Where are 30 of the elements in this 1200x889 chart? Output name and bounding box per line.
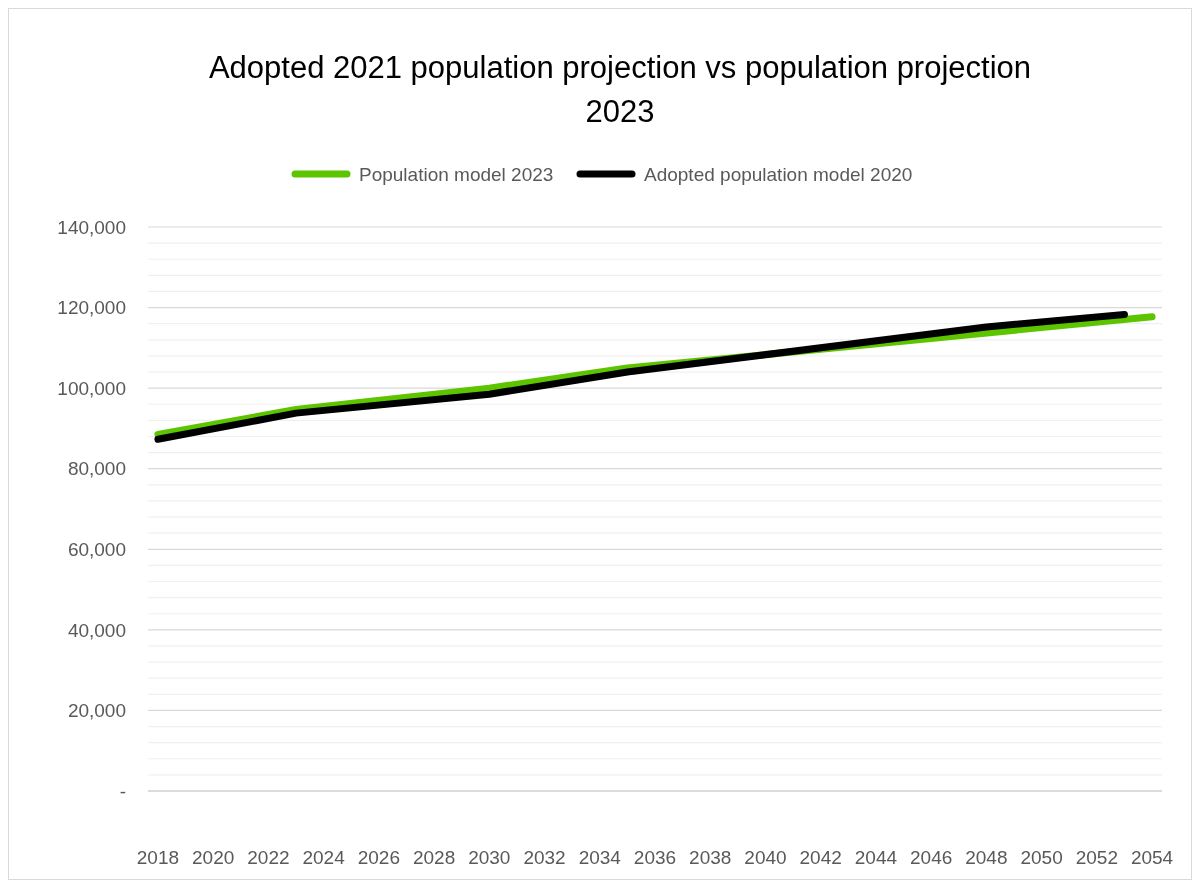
x-tick-label: 2044 (854, 847, 898, 868)
x-tick-label: 2034 (578, 847, 622, 868)
x-tick-label: 2022 (247, 847, 290, 868)
y-tick-label: 80,000 (67, 458, 126, 480)
x-tick-label: 2038 (689, 847, 732, 868)
legend-label: Population model 2023 (359, 163, 554, 185)
y-tick-label: 20,000 (67, 700, 126, 722)
y-tick-label: 120,000 (57, 297, 126, 319)
x-tick-label: 2026 (357, 847, 400, 868)
x-tick-label: 2042 (799, 847, 842, 868)
x-tick-label: 2052 (1075, 847, 1118, 868)
x-tick-label: 2032 (523, 847, 566, 868)
x-tick-label: 2020 (192, 847, 235, 868)
y-tick-label: 140,000 (57, 216, 126, 238)
chart-title: Adopted 2021 population projection vs population projection 2023 (208, 50, 1032, 129)
x-tick-label: 2028 (412, 847, 456, 868)
x-tick-label: 2036 (633, 847, 677, 868)
y-tick-label: - (119, 780, 126, 802)
x-tick-label: 2024 (302, 847, 346, 868)
x-tick-label: 2018 (136, 847, 180, 868)
y-tick-label: 40,000 (67, 619, 126, 641)
x-tick-label: 2046 (910, 847, 953, 868)
y-tick-label: 100,000 (57, 377, 126, 399)
x-tick-label: 2030 (468, 847, 511, 868)
legend-label: Adopted population model 2020 (644, 163, 913, 185)
x-tick-label: 2048 (965, 847, 1008, 868)
x-tick-label: 2054 (1130, 847, 1174, 868)
y-tick-label: 60,000 (67, 538, 126, 560)
x-tick-label: 2050 (1020, 847, 1063, 868)
x-tick-label: 2040 (744, 847, 787, 868)
